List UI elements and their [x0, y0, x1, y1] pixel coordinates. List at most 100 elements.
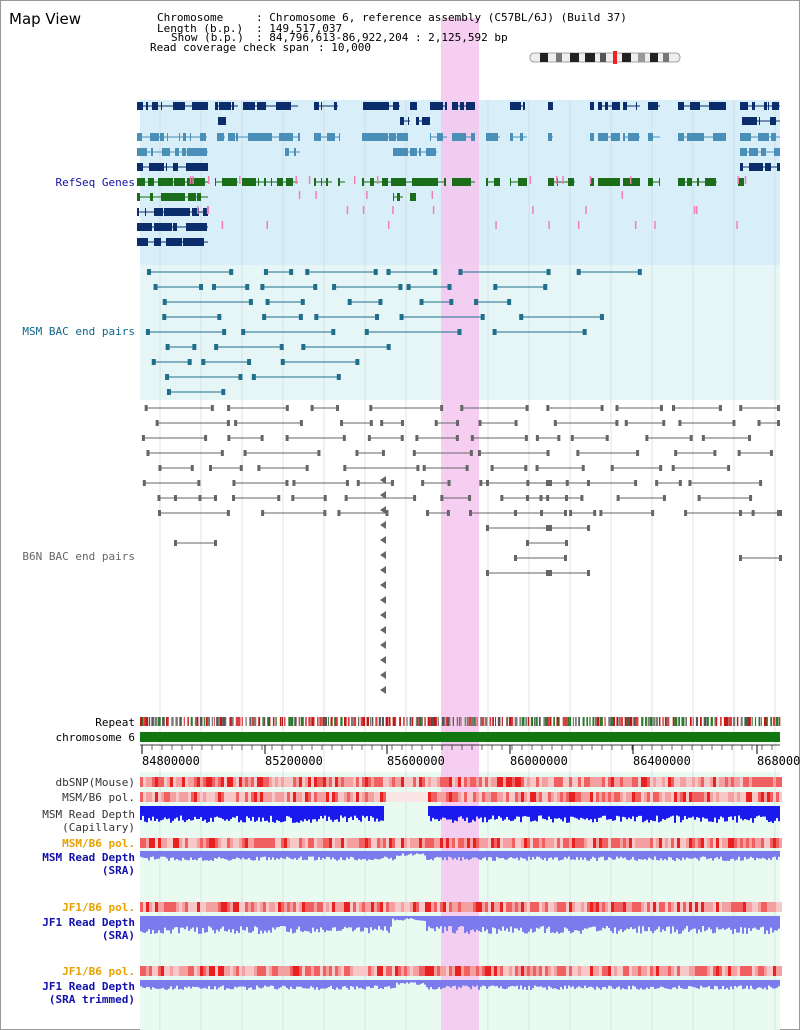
bac-end — [356, 480, 360, 486]
heat-cell — [230, 777, 233, 787]
depth-bar — [644, 851, 646, 859]
depth-bar — [346, 851, 348, 858]
heat-cell — [536, 838, 539, 848]
refseq-gene-models[interactable] — [137, 102, 780, 246]
bac-end — [299, 420, 303, 426]
heat-cell — [449, 838, 452, 848]
track-label-dbsnp[interactable]: dbSNP(Mouse) — [55, 776, 135, 789]
heat-cell — [749, 777, 752, 787]
heat-cell — [545, 838, 548, 848]
depth-bar — [294, 806, 296, 823]
bac-end — [369, 420, 373, 426]
depth-bar — [356, 980, 358, 987]
repeat-element — [216, 717, 219, 726]
heat-cell — [179, 966, 182, 976]
heat-cell — [668, 838, 671, 848]
heat-cell — [506, 902, 509, 912]
heat-cell — [737, 777, 740, 787]
depth-bar — [288, 806, 290, 817]
heat-cell — [617, 902, 620, 912]
track-label-jf1-b6-pol-2[interactable]: JF1/B6 pol. — [62, 965, 135, 978]
depth-bar — [668, 916, 670, 927]
depth-bar — [582, 980, 584, 989]
gene-exon — [371, 133, 379, 141]
repeat-element — [447, 717, 450, 726]
depth-bar — [522, 980, 524, 990]
track-label-jf1-depth-sra-1[interactable]: JF1 Read Depth — [42, 916, 135, 929]
gene-exon — [525, 178, 526, 186]
depth-bar — [560, 851, 562, 860]
track-label-refseq[interactable]: RefSeq Genes — [55, 176, 135, 189]
depth-bar — [166, 980, 168, 990]
repeat-element — [624, 717, 627, 726]
depth-bar — [672, 980, 674, 988]
depth-bar — [204, 806, 206, 820]
gene-exon — [709, 178, 716, 186]
heat-cell — [476, 838, 479, 848]
heat-cell — [281, 838, 284, 848]
depth-bar — [348, 916, 350, 928]
depth-bar — [550, 806, 552, 820]
gene-exon — [752, 102, 755, 110]
track-label-msm-depth-sra-1[interactable]: MSM Read Depth — [42, 851, 135, 864]
repeat-element — [758, 717, 760, 726]
heat-cell — [155, 902, 158, 912]
depth-bar — [766, 916, 768, 931]
depth-bar — [270, 916, 272, 933]
gene-exon — [612, 102, 620, 110]
heat-cell — [605, 902, 608, 912]
gene-feature — [737, 176, 739, 184]
heat-cell — [623, 902, 626, 912]
chromosome-ideogram-icon[interactable] — [529, 51, 681, 64]
track-label-msm-b6-pol-2[interactable]: MSM/B6 pol. — [62, 837, 135, 850]
track-label-msm-b6-pol[interactable]: MSM/B6 pol. — [62, 791, 135, 804]
depth-bar — [212, 916, 214, 931]
gene-exon — [248, 102, 254, 110]
heat-cell — [311, 902, 314, 912]
depth-bar — [378, 851, 380, 860]
depth-bar — [364, 806, 366, 818]
track-label-jf1-b6-pol[interactable]: JF1/B6 pol. — [62, 901, 135, 914]
depth-bar — [592, 806, 594, 823]
bac-end — [336, 405, 340, 411]
heat-cell — [593, 838, 596, 848]
depth-bar — [272, 916, 274, 928]
heat-cell — [236, 792, 239, 802]
depth-bar — [540, 851, 542, 859]
track-label-msm-depth-cap-1[interactable]: MSM Read Depth — [42, 808, 135, 821]
depth-bar — [608, 806, 610, 820]
depth-bar — [192, 806, 194, 821]
heat-cell — [530, 902, 533, 912]
track-label-jf1-depth-trim-1[interactable]: JF1 Read Depth — [42, 980, 135, 993]
repeat-element — [732, 717, 736, 726]
depth-bar — [732, 851, 734, 859]
msm-bac-pairs[interactable] — [145, 269, 642, 395]
depth-bar — [626, 980, 628, 990]
heat-cell — [542, 966, 545, 976]
track-label-b6n-bac[interactable]: B6N BAC end pairs — [22, 550, 135, 563]
depth-bar — [382, 851, 384, 858]
depth-bar — [634, 980, 636, 987]
heat-cell — [668, 777, 671, 787]
bac-end — [662, 420, 666, 426]
repeat-element — [628, 717, 631, 726]
bac-end-marker — [380, 596, 386, 604]
gene-exon — [196, 102, 202, 110]
heat-cell — [194, 777, 197, 787]
heat-cell — [602, 902, 605, 912]
heat-cell — [554, 777, 557, 787]
b6n-bac-pairs[interactable] — [141, 405, 782, 694]
heat-cell — [677, 792, 680, 802]
depth-bar — [588, 851, 590, 861]
depth-bar — [504, 916, 506, 931]
depth-bar — [446, 980, 448, 986]
heat-cell — [545, 902, 548, 912]
track-label-msm-bac[interactable]: MSM BAC end pairs — [22, 325, 135, 338]
depth-bar — [728, 806, 730, 817]
depth-bar — [170, 851, 172, 858]
repeat-element — [489, 717, 492, 726]
depth-bar — [570, 916, 572, 934]
bac-end — [440, 495, 444, 501]
gene-exon — [611, 133, 620, 141]
